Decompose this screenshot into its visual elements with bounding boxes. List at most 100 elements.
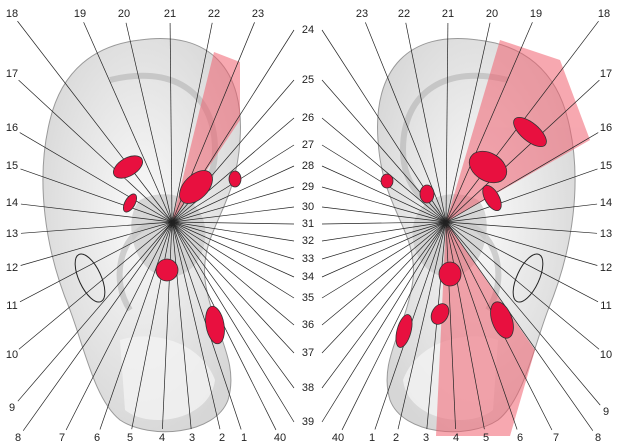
radial-line-right-21 xyxy=(445,22,449,223)
radial-line-left-14 xyxy=(20,203,173,223)
radial-line-right-26 xyxy=(321,117,447,223)
label-middle-25: 25 xyxy=(302,74,314,86)
radial-line-left-37 xyxy=(171,221,295,354)
right-point-15 xyxy=(482,184,502,212)
right-point-open-12 xyxy=(512,253,544,303)
radial-line-right-32 xyxy=(321,221,447,242)
label-middle-31: 31 xyxy=(302,218,314,230)
radial-line-right-30 xyxy=(321,206,447,223)
radial-line-right-4 xyxy=(445,221,456,430)
radial-line-left-19 xyxy=(83,22,173,223)
label-right-4: 4 xyxy=(453,432,459,444)
radial-line-left-39 xyxy=(171,221,295,423)
radial-line-right-17 xyxy=(445,79,600,223)
label-right-13: 13 xyxy=(600,228,612,240)
left-point-open-12 xyxy=(74,253,106,303)
label-right-1: 1 xyxy=(369,432,375,444)
radial-line-left-31 xyxy=(171,221,295,225)
label-middle-38: 38 xyxy=(302,382,314,394)
radial-line-right-11 xyxy=(445,221,599,303)
radial-line-right-6 xyxy=(445,221,518,430)
right-point-16 xyxy=(468,150,508,184)
right-point-concha xyxy=(438,261,462,287)
radial-line-right-9 xyxy=(445,221,601,406)
label-left-16: 16 xyxy=(6,122,18,134)
label-right-11: 11 xyxy=(600,300,611,312)
label-right-8: 8 xyxy=(595,432,601,444)
radial-line-left-30 xyxy=(171,206,295,223)
right-point-4 xyxy=(430,303,450,325)
radial-line-left-11 xyxy=(19,221,173,303)
label-middle-29: 29 xyxy=(302,181,314,193)
right-point-21 xyxy=(419,184,435,204)
label-left-20: 20 xyxy=(118,8,130,20)
label-left-21: 21 xyxy=(164,8,176,20)
left-point-concha xyxy=(155,258,179,282)
label-right-12: 12 xyxy=(600,262,612,274)
radial-line-right-29 xyxy=(321,186,447,223)
label-middle-30: 30 xyxy=(302,201,314,213)
radial-line-left-9 xyxy=(17,221,173,402)
radial-line-left-26 xyxy=(171,117,295,223)
label-left-9: 9 xyxy=(9,402,15,414)
radial-line-left-21 xyxy=(169,22,173,223)
label-left-1: 1 xyxy=(241,432,247,444)
radial-line-right-16 xyxy=(445,132,599,223)
label-left-11: 11 xyxy=(6,300,17,312)
label-left-23: 23 xyxy=(252,8,264,20)
radial-line-right-2 xyxy=(397,221,447,430)
left-point-lobe xyxy=(205,305,225,345)
label-right-17: 17 xyxy=(600,68,612,80)
label-right-21: 21 xyxy=(442,8,454,20)
radial-line-right-36 xyxy=(321,221,447,326)
radial-line-right-22 xyxy=(405,22,447,223)
label-right-40: 40 xyxy=(332,432,344,444)
label-right-19: 19 xyxy=(530,8,542,20)
radial-line-left-2 xyxy=(171,221,221,430)
label-right-9: 9 xyxy=(603,406,609,418)
label-right-7: 7 xyxy=(553,432,559,444)
radial-line-left-17 xyxy=(18,79,173,223)
left-point-15 xyxy=(113,155,143,179)
label-middle-27: 27 xyxy=(302,139,314,151)
radial-line-left-12 xyxy=(20,221,173,266)
radial-line-right-37 xyxy=(321,221,447,354)
radial-line-right-20 xyxy=(445,22,491,223)
radial-line-right-38 xyxy=(321,221,447,389)
radial-line-right-28 xyxy=(321,165,447,223)
label-left-10: 10 xyxy=(6,349,18,361)
radial-line-left-28 xyxy=(171,165,295,223)
label-right-23: 23 xyxy=(356,8,368,20)
label-right-3: 3 xyxy=(423,432,429,444)
radial-line-left-20 xyxy=(125,22,173,223)
radial-line-left-33 xyxy=(171,221,295,260)
left-point-14 xyxy=(122,193,138,213)
label-right-5: 5 xyxy=(483,432,489,444)
radial-line-left-8 xyxy=(22,221,173,431)
radial-line-right-15 xyxy=(445,168,598,223)
label-left-2: 2 xyxy=(219,432,225,444)
label-middle-26: 26 xyxy=(302,112,314,124)
right-point-22 xyxy=(380,173,394,189)
radial-line-left-3 xyxy=(171,221,192,430)
radial-line-left-13 xyxy=(20,221,173,234)
radial-line-left-38 xyxy=(171,221,295,389)
radial-line-left-32 xyxy=(171,221,295,242)
radial-line-left-10 xyxy=(18,221,173,350)
label-left-3: 3 xyxy=(189,432,195,444)
radial-line-right-10 xyxy=(445,221,600,350)
radial-line-left-5 xyxy=(131,221,173,430)
radial-line-right-13 xyxy=(445,221,598,234)
radial-line-left-16 xyxy=(19,132,173,223)
label-left-5: 5 xyxy=(127,432,133,444)
left-point-22 xyxy=(179,170,213,204)
label-left-15: 15 xyxy=(6,160,18,172)
radial-line-right-19 xyxy=(445,22,533,223)
label-left-22: 22 xyxy=(208,8,220,20)
label-left-13: 13 xyxy=(6,228,18,240)
radial-line-right-14 xyxy=(445,203,598,223)
radial-line-left-18 xyxy=(17,20,173,223)
radial-line-left-29 xyxy=(171,186,295,223)
